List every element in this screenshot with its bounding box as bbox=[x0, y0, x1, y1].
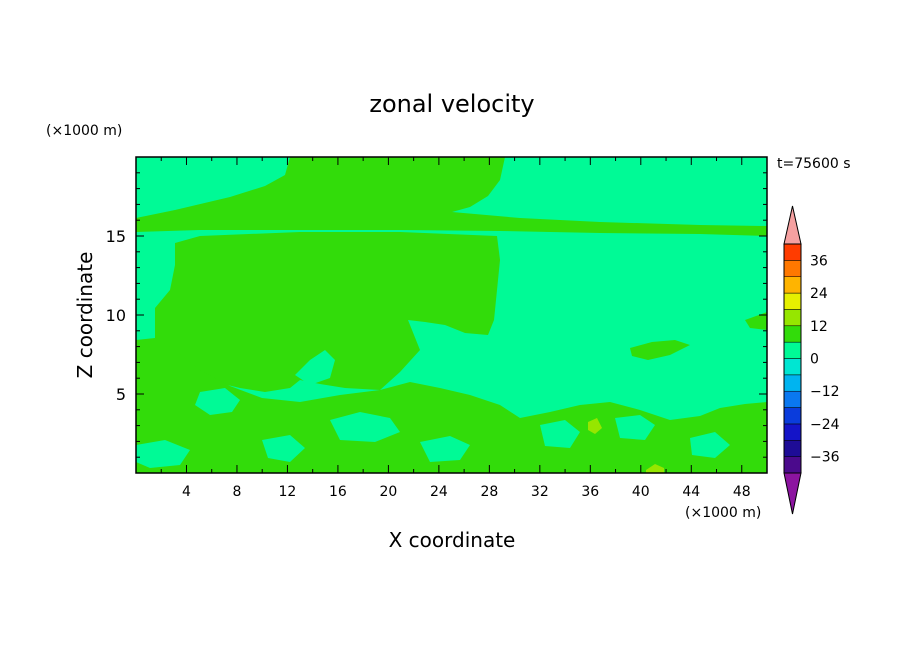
colorbar: 36 24 12 0 −12 −24 −36 bbox=[783, 205, 840, 515]
colorbar-swatch bbox=[783, 341, 802, 359]
y-axis: 5 10 15 bbox=[106, 172, 767, 458]
x-axis: 4 8 12 16 20 24 28 32 36 40 44 48 bbox=[160, 157, 751, 500]
contour-hole-6 bbox=[540, 420, 580, 448]
x-tick-label: 36 bbox=[581, 484, 599, 500]
colorbar-swatch bbox=[783, 423, 802, 441]
contour-hole-8 bbox=[690, 432, 730, 458]
colorbar-frame bbox=[783, 243, 802, 474]
x-tick-label: 24 bbox=[430, 484, 448, 500]
y-unit-label: (×1000 m) bbox=[46, 123, 122, 139]
x-unit-label: (×1000 m) bbox=[685, 505, 761, 521]
colorbar-swatch bbox=[783, 407, 802, 425]
contour-patch-weak-1 bbox=[588, 418, 602, 434]
x-tick-label: 48 bbox=[733, 484, 751, 500]
colorbar-swatch bbox=[783, 276, 802, 294]
x-tick-label: 16 bbox=[329, 484, 347, 500]
colorbar-tick-label: 24 bbox=[810, 286, 828, 302]
contour-region-main-body bbox=[155, 232, 500, 392]
contour-hole-2 bbox=[195, 388, 240, 415]
contour-region-upper-jet bbox=[136, 157, 767, 236]
contour-patch-weak-2 bbox=[646, 464, 664, 473]
chart-title: zonal velocity bbox=[369, 90, 534, 118]
contour-hole-9 bbox=[262, 435, 305, 462]
x-tick-label: 28 bbox=[480, 484, 498, 500]
x-tick-label: 20 bbox=[379, 484, 397, 500]
contour-hole-1 bbox=[295, 350, 335, 385]
colorbar-swatch bbox=[783, 358, 802, 376]
contour-hole-7 bbox=[615, 415, 655, 440]
colorbar-swatch bbox=[783, 292, 802, 310]
colorbar-under-triangle bbox=[783, 472, 802, 515]
x-tick-label: 40 bbox=[632, 484, 650, 500]
contour-hole-4 bbox=[136, 440, 190, 468]
x-tick-label: 12 bbox=[279, 484, 297, 500]
y-tick-label: 5 bbox=[116, 385, 126, 404]
contour-region-right-patch bbox=[630, 340, 690, 360]
contour-region-edge-patch bbox=[745, 312, 767, 330]
x-axis-label: X coordinate bbox=[389, 528, 516, 552]
colorbar-swatch bbox=[783, 440, 802, 457]
colorbar-tick-label: 0 bbox=[810, 352, 819, 368]
contour-hole-5 bbox=[420, 436, 470, 462]
colorbar-swatch bbox=[783, 456, 802, 474]
colorbar-swatch bbox=[783, 390, 802, 408]
y-axis-label: Z coordinate bbox=[73, 252, 97, 379]
colorbar-tick-label: 12 bbox=[810, 319, 828, 335]
y-tick-label: 10 bbox=[106, 306, 126, 325]
colorbar-swatch bbox=[783, 374, 802, 392]
colorbar-swatch bbox=[783, 309, 802, 327]
colorbar-over-triangle bbox=[783, 205, 802, 245]
plot-area bbox=[136, 157, 767, 473]
colorbar-tick-label: −24 bbox=[810, 417, 840, 433]
y-tick-label: 15 bbox=[106, 227, 126, 246]
x-tick-label: 32 bbox=[531, 484, 549, 500]
contour-hole-3 bbox=[330, 412, 400, 442]
time-label: t=75600 s bbox=[777, 156, 851, 172]
x-tick-label: 4 bbox=[182, 484, 191, 500]
x-tick-label: 8 bbox=[232, 484, 241, 500]
x-tick-label: 44 bbox=[682, 484, 700, 500]
colorbar-tick-label: 36 bbox=[810, 253, 828, 269]
colorbar-swatch bbox=[783, 260, 802, 277]
colorbar-tick-label: −12 bbox=[810, 384, 840, 400]
colorbar-swatch bbox=[783, 243, 802, 261]
colorbar-swatch bbox=[783, 325, 802, 343]
colorbar-tick-label: −36 bbox=[810, 450, 840, 466]
